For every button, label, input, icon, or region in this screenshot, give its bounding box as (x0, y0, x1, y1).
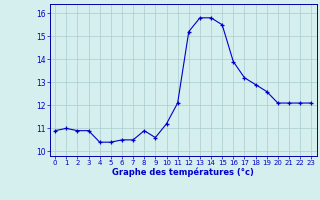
X-axis label: Graphe des températures (°c): Graphe des températures (°c) (112, 168, 254, 177)
